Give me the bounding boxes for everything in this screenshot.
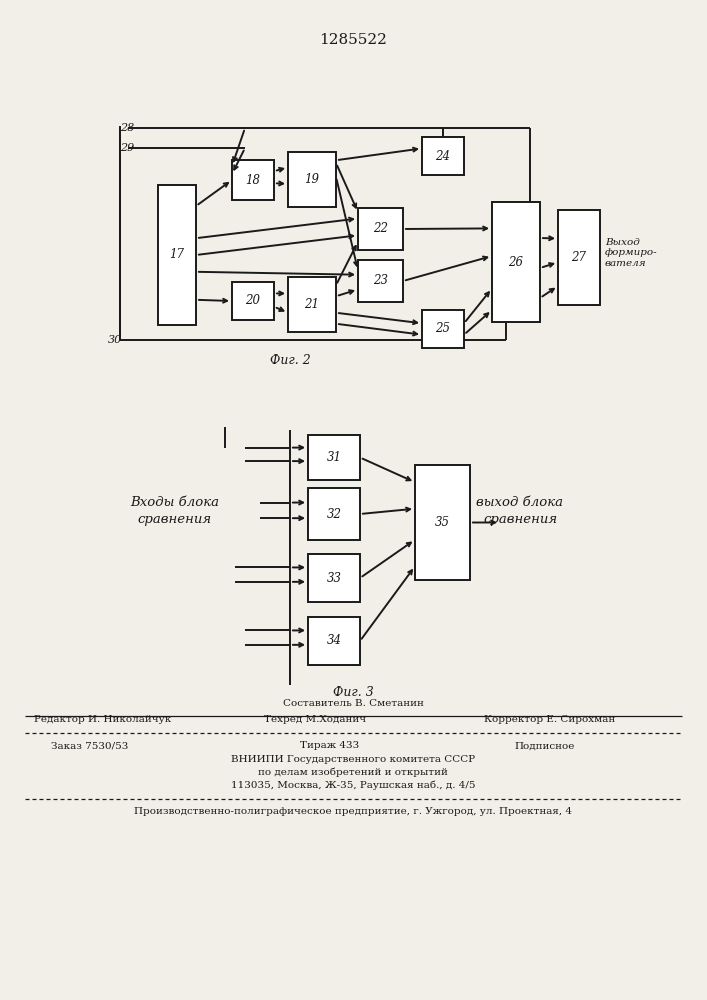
Text: 33: 33 [327,572,341,584]
Text: сравнения: сравнения [483,514,557,526]
Bar [308,488,360,540]
Text: 23: 23 [373,274,388,288]
Text: 35: 35 [435,516,450,529]
Bar [358,208,403,250]
Bar [308,554,360,602]
Bar [232,282,274,320]
Bar [422,310,464,348]
Text: Фиг. 2: Фиг. 2 [269,354,310,366]
Text: 24: 24 [436,149,450,162]
Text: 27: 27 [571,251,587,264]
Bar [415,465,470,580]
Text: ВНИИПИ Государственного комитета СССР: ВНИИПИ Государственного комитета СССР [231,754,475,764]
Text: Тираж 433: Тираж 433 [300,742,360,750]
Text: 29: 29 [120,143,134,153]
Text: 21: 21 [305,298,320,311]
Text: 30: 30 [108,335,122,345]
Text: 31: 31 [327,451,341,464]
Text: 28: 28 [120,123,134,133]
Bar [358,260,403,302]
Text: 18: 18 [245,174,260,186]
Text: 34: 34 [327,635,341,648]
Bar [308,617,360,665]
Text: 20: 20 [245,294,260,308]
Text: 113035, Москва, Ж-35, Раушская наб., д. 4/5: 113035, Москва, Ж-35, Раушская наб., д. … [230,780,475,790]
Text: 1285522: 1285522 [319,33,387,47]
Text: Техред М.Ходанич: Техред М.Ходанич [264,714,366,724]
Text: 26: 26 [508,255,523,268]
Bar [558,210,600,305]
Text: Производственно-полиграфическое предприятие, г. Ужгород, ул. Проектная, 4: Производственно-полиграфическое предприя… [134,808,572,816]
Text: Входы блока: Входы блока [131,495,219,508]
Text: 25: 25 [436,322,450,336]
Text: Подписное: Подписное [515,742,575,750]
Text: выход блока: выход блока [477,495,563,508]
Bar [308,435,360,480]
Text: 22: 22 [373,223,388,235]
Bar [492,202,540,322]
Text: Заказ 7530/53: Заказ 7530/53 [52,742,129,750]
Bar [422,137,464,175]
Text: Составитель В. Сметанин: Составитель В. Сметанин [283,700,423,708]
Text: 19: 19 [305,173,320,186]
Text: по делам изобретений и открытий: по делам изобретений и открытий [258,767,448,777]
Text: Фиг. 3: Фиг. 3 [332,686,373,698]
Text: Выход
формиро-
вателя: Выход формиро- вателя [605,238,658,268]
Text: Редактор И. Николайчук: Редактор И. Николайчук [35,714,172,724]
Bar [232,160,274,200]
Bar [288,277,336,332]
Text: 32: 32 [327,508,341,520]
Bar [288,152,336,207]
Text: сравнения: сравнения [138,514,212,526]
Text: 17: 17 [170,248,185,261]
Bar [158,185,196,325]
Text: Корректор Е. Сирохман: Корректор Е. Сирохман [484,714,616,724]
